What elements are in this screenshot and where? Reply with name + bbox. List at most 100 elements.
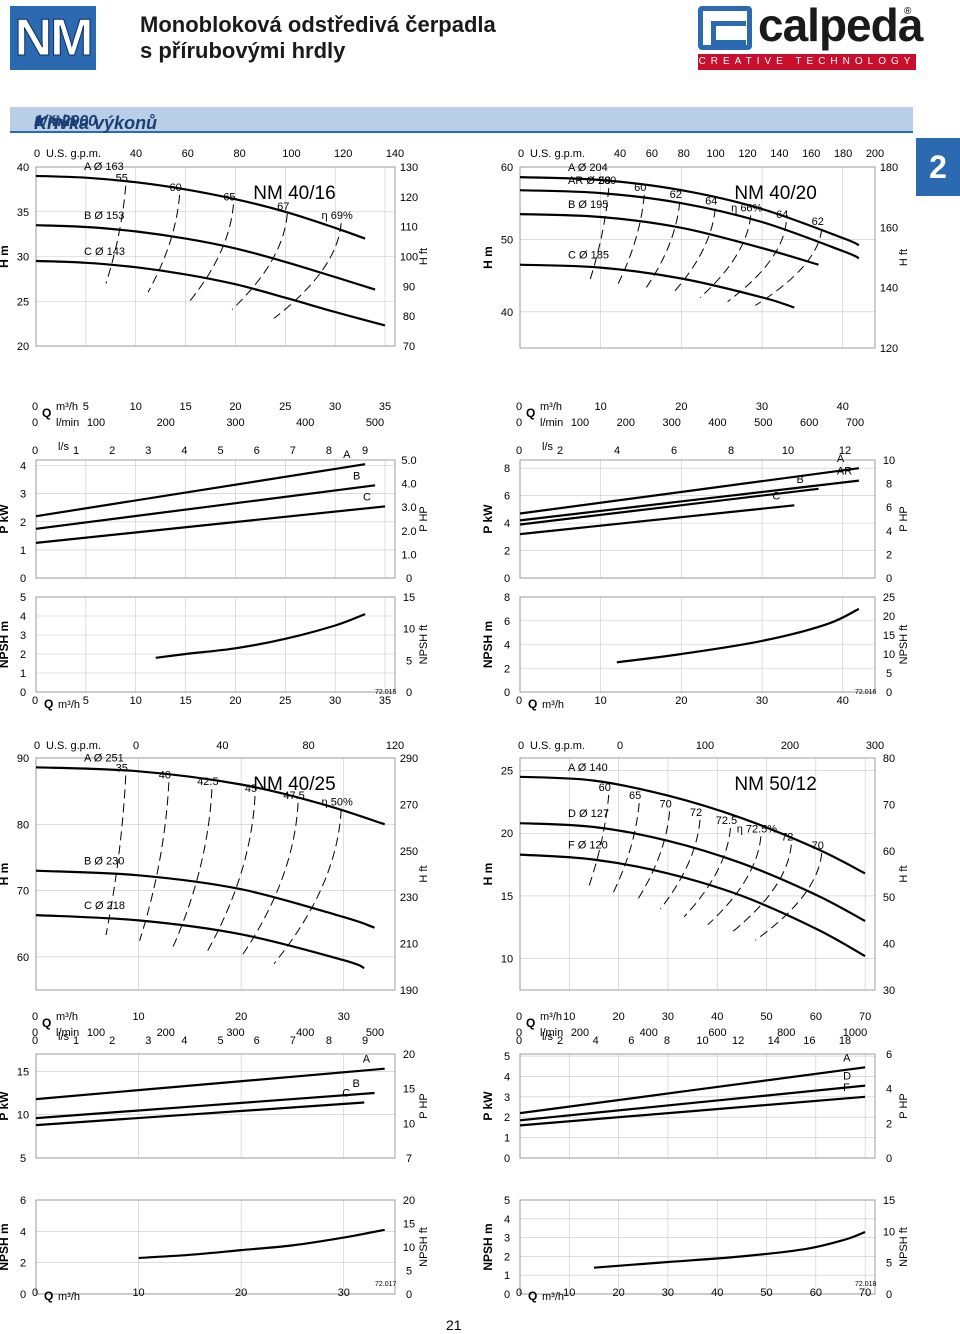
bottom-q-tick-label: 20: [612, 1287, 624, 1299]
power-tick-label: 0: [504, 573, 510, 585]
flow-ls-tick-label: 6: [628, 1035, 634, 1047]
page-number: 21: [446, 1317, 462, 1333]
npsh-tick-label-right: 25: [883, 592, 895, 604]
chapter-tab: 2: [916, 138, 960, 196]
bottom-q-label: Q: [44, 1289, 53, 1303]
flow-ls-tick-label: 8: [664, 1035, 670, 1047]
power-tick-label: 3: [20, 489, 26, 501]
head-series-line: [35, 174, 366, 240]
head-tick-label: 70: [17, 886, 29, 898]
npsh-tick-label-right: 15: [883, 630, 895, 642]
head-tick-label-right: 80: [883, 753, 895, 765]
power-axis-label: P kW: [0, 1091, 11, 1121]
power-series-line: [519, 1095, 866, 1127]
head-series-line: [519, 189, 860, 260]
npsh-panel: 0 2 4 6 0 5 10 15 20 NPSH m NPSH ft: [0, 1195, 430, 1301]
head-tick-label: 80: [17, 819, 29, 831]
usgpm-tick-label: 80: [678, 148, 690, 160]
power-series-line: [35, 463, 366, 518]
bottom-q-unit: m³/h: [58, 699, 80, 711]
bottom-q-tick-label: 40: [837, 695, 849, 707]
bottom-q-tick-label: 20: [675, 695, 687, 707]
efficiency-contour: [671, 208, 716, 295]
page-title: Monobloková odstředivá čerpadla s přírub…: [140, 12, 496, 64]
flow-axis-q: Q: [526, 1016, 535, 1030]
flow-lmin-tick-label: 200: [157, 1027, 175, 1039]
usgpm-tick-label: 100: [696, 740, 714, 752]
power-tick-label-right: 5.0: [401, 455, 416, 467]
efficiency-label: 60: [599, 782, 611, 794]
power-tick-label-right: 10: [403, 1118, 415, 1130]
flow-ls-zero: 0: [32, 1035, 38, 1047]
flow-lmin-tick-label: 300: [226, 417, 244, 429]
head-series-label: A Ø 163: [84, 161, 124, 173]
efficiency-label: 70: [659, 799, 671, 811]
flow-lmin-tick-label: 400: [640, 1027, 658, 1039]
flow-ls-tick-label: 18: [839, 1035, 851, 1047]
head-series-label: C Ø 218: [84, 900, 125, 912]
power-series-line: [519, 479, 860, 522]
head-series-line: [35, 224, 376, 291]
flow-m3h-tick-label: 60: [810, 1011, 822, 1023]
head-tick-label-right: 50: [883, 892, 895, 904]
bottom-q-label: Q: [44, 697, 53, 711]
power-frame: [519, 1053, 876, 1159]
flow-ls-tick-label: 9: [362, 445, 368, 457]
usgpm-zero: 0: [518, 740, 524, 752]
flow-m3h-tick-label: 10: [563, 1011, 575, 1023]
head-axis-label-right: H ft: [418, 248, 430, 265]
bottom-q-tick-label: 50: [760, 1287, 772, 1299]
flow-ls-tick-label: 12: [839, 445, 851, 457]
usgpm-tick-label: 40: [216, 740, 228, 752]
efficiency-contour: [731, 844, 792, 933]
bottom-q-zero: 0: [516, 695, 522, 707]
efficiency-contour: [273, 223, 342, 319]
bottom-q-tick-label: 15: [179, 695, 191, 707]
power-axis-label-right: P HP: [898, 506, 910, 531]
efficiency-label: 35: [116, 763, 128, 775]
efficiency-label: 64: [776, 209, 788, 221]
usgpm-tick-label: 140: [770, 148, 788, 160]
head-series-line: [35, 869, 375, 929]
head-series-line: [519, 213, 819, 266]
flow-ls-tick-label: 4: [181, 1035, 187, 1047]
head-tick-label-right: 100: [400, 252, 418, 264]
npsh-axis-label: NPSH m: [481, 1223, 495, 1270]
head-tick-label: 30: [17, 252, 29, 264]
usgpm-tick-label: 0: [133, 740, 139, 752]
flow-lmin-tick-label: 200: [571, 1027, 589, 1039]
flow-ls-tick-label: 8: [326, 1035, 332, 1047]
page-title-line1: Monobloková odstředivá čerpadla: [140, 12, 496, 37]
npsh-series-line: [138, 1228, 385, 1260]
efficiency-label: η 69%: [322, 210, 353, 222]
flow-axis-q: Q: [42, 1016, 51, 1030]
npsh-axis-label-right: NPSH ft: [418, 625, 430, 665]
power-tick-label-right: 8: [886, 479, 892, 491]
usgpm-tick-label: 80: [303, 740, 315, 752]
npsh-tick-label: 5: [20, 592, 26, 604]
power-tick-label: 5: [20, 1153, 26, 1165]
flow-axis-unit-lmin: l/min: [540, 1027, 563, 1039]
flow-axis-unit-m3h: m³/h: [540, 401, 562, 413]
power-series-line: [519, 467, 860, 515]
bottom-q-unit: m³/h: [542, 699, 564, 711]
head-panel: 60 70 80 90 190 210 230 250 270 290 H m H ft A Ø 251…: [0, 752, 430, 997]
flow-m3h-tick-label: 0: [516, 1011, 522, 1023]
efficiency-label: 65: [629, 790, 641, 802]
flow-ls-tick-label: 1: [73, 445, 79, 457]
flow-ls-tick-label: 7: [290, 1035, 296, 1047]
flow-lmin-tick-label: 100: [87, 417, 105, 429]
npsh-tick-label-right: 5: [406, 655, 412, 667]
head-axis-label: H m: [0, 245, 11, 268]
head-axis-label: H m: [481, 863, 495, 886]
npsh-frame: [519, 596, 876, 693]
head-frame: [519, 757, 876, 991]
power-tick-label-right: 0: [886, 1153, 892, 1165]
npsh-tick-label-right: 5: [886, 668, 892, 680]
npsh-series-line: [593, 1230, 866, 1269]
efficiency-label: 40: [159, 769, 171, 781]
efficiency-contour: [683, 828, 731, 918]
efficiency-contour: [105, 775, 127, 936]
flow-m3h-tick-label: 40: [837, 401, 849, 413]
